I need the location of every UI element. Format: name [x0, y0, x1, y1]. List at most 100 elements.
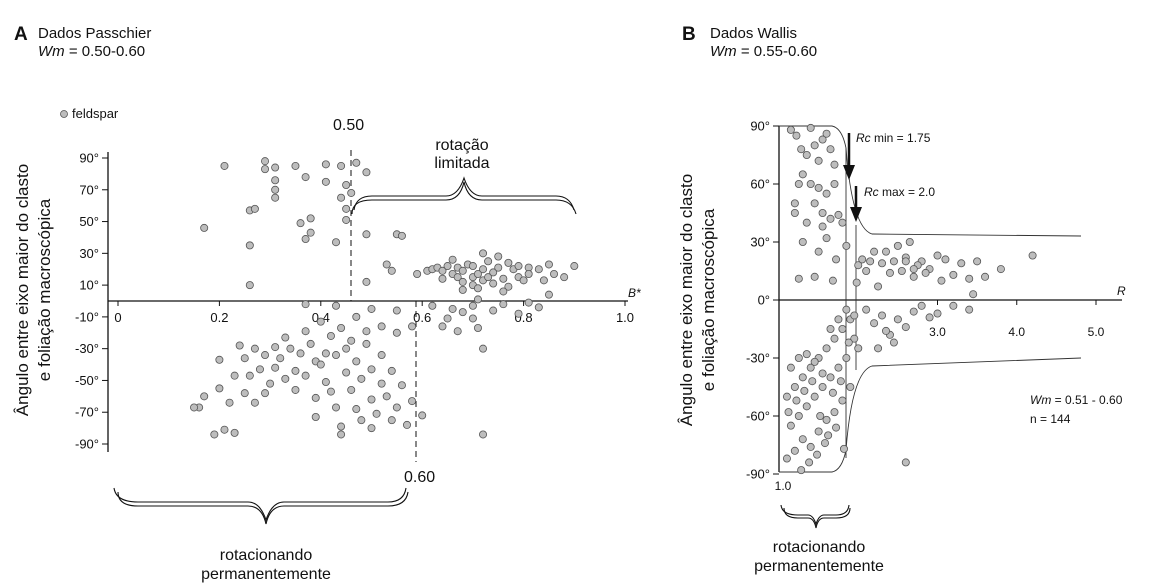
panel-a-data-point: [250, 204, 259, 213]
panel-a-data-point: [458, 308, 467, 317]
panel-b-data-point: [794, 411, 803, 420]
marker-label-060: 0.60: [404, 469, 435, 486]
annotation-b-rotacionando: rotacionando: [773, 539, 866, 556]
n-count-label: n = 144: [1030, 412, 1071, 426]
panel-a-subtitle-wm: Wm: [38, 43, 65, 60]
panel-a-data-point: [428, 301, 437, 310]
panel-a-data-point: [347, 336, 356, 345]
panel-b-data-point: [874, 282, 883, 291]
panel-b-xtick-label: 4.0: [1008, 325, 1025, 339]
panel-a-ytick-label: 70°: [79, 182, 99, 197]
panel-b-data-point: [798, 435, 807, 444]
panel-b-data-point: [818, 208, 827, 217]
panel-b-data-point: [889, 338, 898, 347]
panel-b-data-point: [810, 357, 819, 366]
panel-b-data-point: [925, 313, 934, 322]
panel-b-data-point: [862, 305, 871, 314]
rc-max-label-rc: Rc: [864, 185, 879, 199]
panel-a-data-point: [489, 306, 498, 315]
panel-a-data-point: [413, 269, 422, 278]
panel-a-data-point: [190, 403, 199, 412]
panel-a-data-point: [468, 262, 477, 271]
panel-a-data-point: [479, 249, 488, 258]
rc-max-label-value: max = 2.0: [879, 185, 936, 199]
panel-a-data-point: [347, 385, 356, 394]
panel-a-data-point: [306, 214, 315, 223]
panel-b-data-point: [949, 270, 958, 279]
panel-a-xtick-label: 0.4: [312, 310, 330, 325]
panel-a-data-point: [544, 260, 553, 269]
panel-a-data-point: [321, 349, 330, 358]
annotation-a-rotacionando: rotacionando: [220, 547, 313, 564]
panel-a-data-point: [296, 219, 305, 228]
panel-b-data-point: [836, 377, 845, 386]
panel-b-data-point: [852, 278, 861, 287]
panel-a-data-point: [372, 409, 381, 418]
panel-a-data-point: [281, 374, 290, 383]
panel-a-ytick-label: -90°: [75, 437, 99, 452]
panel-a-data-point: [311, 393, 320, 402]
panel-b-data-point: [794, 274, 803, 283]
panel-b-data-point: [798, 237, 807, 246]
panel-a-data-point: [255, 365, 264, 374]
panel-b-data-point: [797, 145, 806, 154]
panel-a-data-point: [362, 168, 371, 177]
panel-b-data-point: [870, 247, 879, 256]
panel-b-points: [782, 123, 1037, 475]
panel-a-data-point: [245, 371, 254, 380]
panel-a-ylabel-line2: e foliação macroscópica: [35, 198, 54, 381]
panel-a-data-point: [458, 285, 467, 294]
panel-a-data-point: [291, 385, 300, 394]
panel-a-data-point: [326, 387, 335, 396]
panel-b-data-point: [850, 334, 859, 343]
rc-max-arrow-head: [850, 207, 862, 222]
panel-b-data-point: [832, 255, 841, 264]
panel-b-data-point: [842, 353, 851, 362]
panel-a-data-point: [408, 322, 417, 331]
panel-a-xtick-label: 0: [114, 310, 121, 325]
panel-b-data-point: [969, 290, 978, 299]
panel-a-data-point: [560, 273, 569, 282]
panel-b-data-point: [802, 150, 811, 159]
panel-b-xaxis-ticks: 1.0 3.0 4.0 5.0: [775, 300, 1105, 493]
panel-a-data-point: [458, 266, 467, 275]
panel-a-data-point: [261, 165, 270, 174]
panel-b-data-point: [842, 305, 851, 314]
panel-a-data-point: [397, 381, 406, 390]
panel-b-data-point: [794, 179, 803, 188]
panel-a-data-point: [479, 344, 488, 353]
panel-a-data-point: [534, 303, 543, 312]
panel-b-data-point: [839, 444, 848, 453]
panel-a-data-point: [362, 327, 371, 336]
panel-a-data-point: [519, 276, 528, 285]
panel-b-data-point: [854, 261, 863, 270]
panel-b-data-point: [822, 415, 831, 424]
panel-b-data-point: [802, 350, 811, 359]
panel-a-ytick-label: 30°: [79, 246, 99, 261]
panel-a-data-point: [468, 314, 477, 323]
panel-a-yaxis-ticks: 90° 70° 50° 30° 10° -10° -30° -50° -70° -90°: [75, 151, 108, 452]
panel-b-data-point: [828, 388, 837, 397]
panel-a-data-point: [245, 281, 254, 290]
panel-b-data-point: [786, 421, 795, 430]
panel-b-ytick-label: -60°: [746, 409, 770, 424]
panel-b-data-point: [828, 276, 837, 285]
panel-b-data-point: [822, 234, 831, 243]
panel-a-data-point: [291, 161, 300, 170]
panel-b-data-point: [909, 307, 918, 316]
panel-a-data-point: [367, 304, 376, 313]
panel-a-data-point: [316, 360, 325, 369]
panel-a-data-point: [468, 301, 477, 310]
panel-a-data-point: [210, 430, 219, 439]
panel-b-data-point: [818, 222, 827, 231]
panel-a-data-point: [276, 354, 285, 363]
panel-a-data-point: [301, 173, 310, 182]
panel-a-data-point: [479, 430, 488, 439]
panel-a-data-point: [514, 262, 523, 271]
panel-b-data-point: [802, 218, 811, 227]
panel-b-data-point: [838, 396, 847, 405]
panel-b-data-point: [806, 179, 815, 188]
panel-a-data-point: [332, 301, 341, 310]
annotation-b-permanentemente: permanentemente: [754, 558, 884, 575]
